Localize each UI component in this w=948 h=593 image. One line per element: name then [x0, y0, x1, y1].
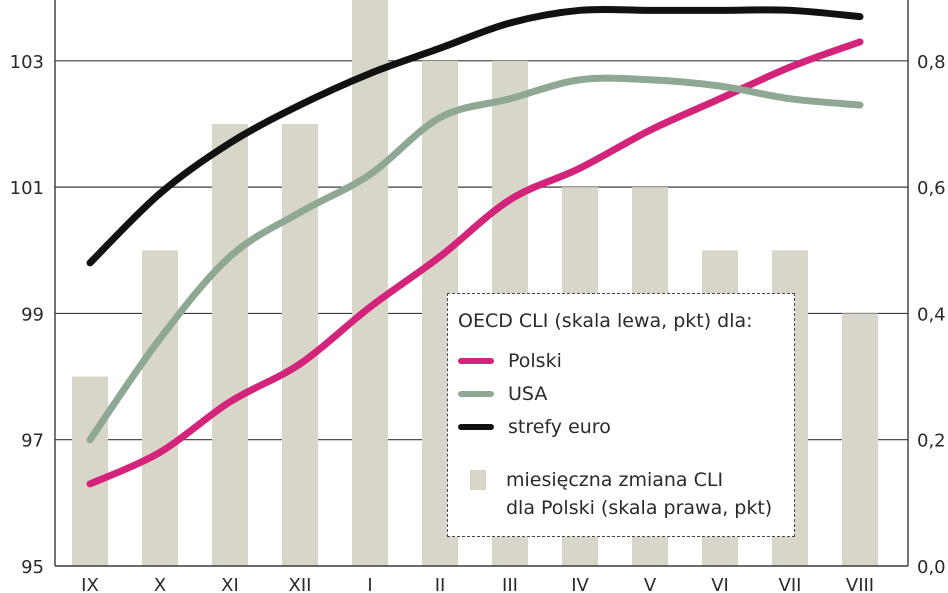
x-tick-label: VI	[711, 575, 729, 593]
legend-title: OECD CLI (skala lewa, pkt) dla:	[458, 310, 753, 332]
legend-swatch-strefy-euro	[458, 424, 494, 430]
left-tick-label: 101	[10, 178, 44, 199]
legend-swatch-polski	[458, 358, 494, 364]
left-tick-label: 99	[21, 304, 44, 325]
axis-lines	[54, 0, 909, 567]
x-tick-label: XI	[221, 575, 239, 593]
legend-label-bars-line2: dla Polski (skala prawa, pkt)	[506, 497, 773, 519]
legend-label-bars-line1: miesięczna zmiana CLI	[506, 469, 724, 491]
right-tick-label: 0,4	[917, 304, 946, 325]
bar-VIII	[842, 313, 878, 566]
left-tick-label: 95	[21, 557, 44, 578]
x-tick-label: VII	[779, 575, 802, 593]
legend-item-usa: USA	[458, 383, 547, 405]
legend-label-bars: miesięczna zmiana CLI dla Polski (skala …	[506, 466, 772, 522]
right-tick-label: 0,6	[917, 178, 946, 199]
line-series	[86, 5, 864, 488]
legend: OECD CLI (skala lewa, pkt) dla: Polski U…	[447, 293, 795, 537]
x-tick-label: III	[502, 575, 518, 593]
legend-swatch-bars	[470, 470, 486, 490]
legend-label-strefy-euro: strefy euro	[508, 416, 611, 438]
legend-swatch-usa	[458, 391, 494, 397]
x-tick-label: VIII	[846, 575, 874, 593]
bar-IX	[72, 376, 108, 566]
legend-item-polski: Polski	[458, 350, 562, 372]
x-tick-label: V	[644, 575, 657, 593]
x-axis-ticks: IX X XI XII I II III IV V VI VII VIII	[81, 575, 874, 593]
left-tick-label: 103	[10, 52, 44, 73]
legend-label-polski: Polski	[508, 350, 562, 372]
legend-item-strefy-euro: strefy euro	[458, 416, 611, 438]
right-tick-label: 0,2	[917, 431, 946, 452]
left-axis-ticks: 95 97 99 101 103	[10, 52, 44, 578]
legend-label-usa: USA	[508, 383, 548, 405]
left-tick-label: 97	[21, 431, 44, 452]
right-axis-ticks: 0,0 0,2 0,4 0,6 0,8	[917, 52, 946, 578]
x-tick-label: II	[435, 575, 446, 593]
x-tick-label: IX	[81, 575, 99, 593]
line-polski	[86, 38, 864, 488]
x-tick-label: I	[367, 575, 372, 593]
bar-X	[142, 250, 178, 567]
bar-I	[352, 0, 388, 567]
x-tick-label: XII	[289, 575, 312, 593]
right-tick-label: 0,0	[917, 557, 946, 578]
bar-XII	[282, 123, 318, 566]
line-strefy-euro	[86, 5, 864, 267]
right-tick-label: 0,8	[917, 52, 946, 73]
line-usa	[86, 74, 864, 444]
x-tick-label: X	[154, 575, 166, 593]
bar-XI	[212, 123, 248, 566]
x-tick-label: IV	[571, 575, 589, 593]
